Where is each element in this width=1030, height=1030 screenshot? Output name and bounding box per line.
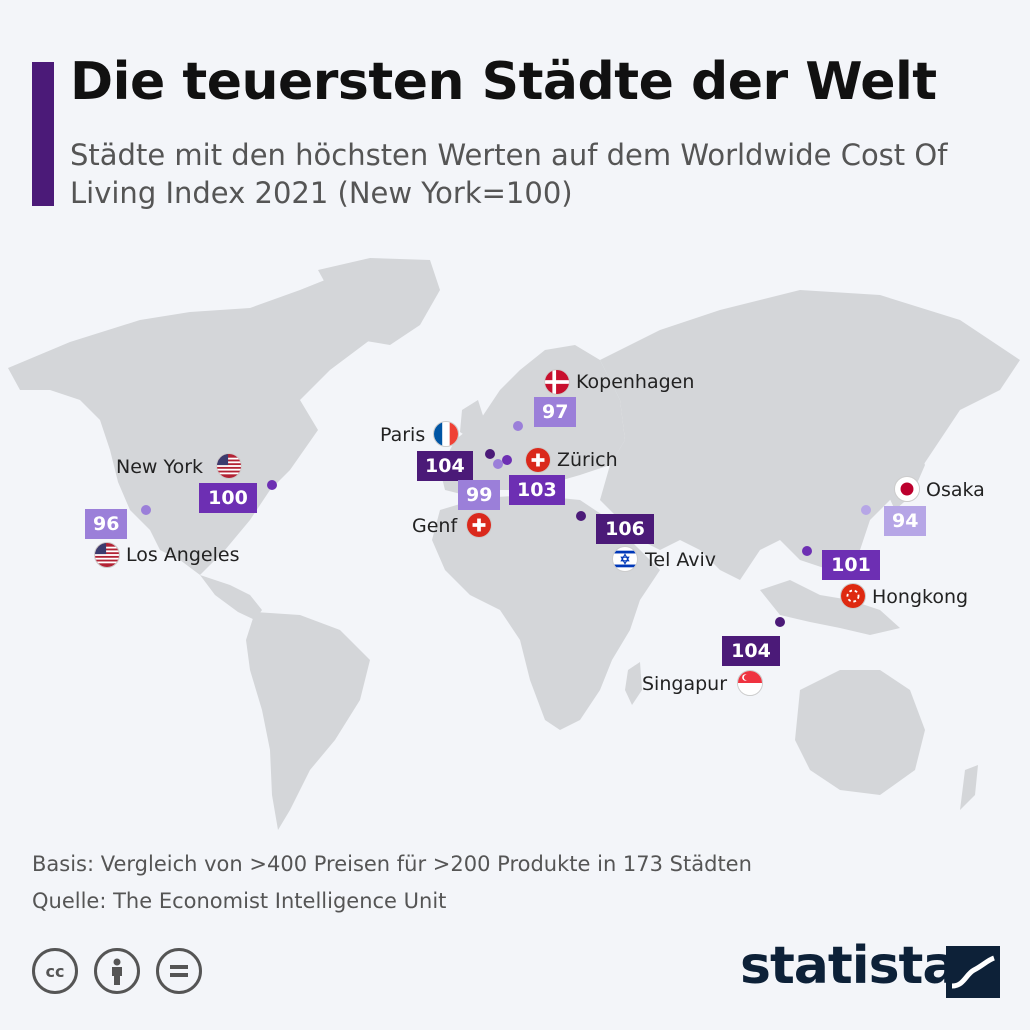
marker-tel-aviv <box>576 511 586 521</box>
asia-shape <box>600 290 1020 580</box>
value-osaka: 94 <box>884 506 927 536</box>
new-zealand-shape <box>960 765 978 810</box>
city-label-tel-aviv: Tel Aviv <box>645 549 717 571</box>
value-los-angeles: 96 <box>85 509 128 539</box>
city-label-kopenhagen: Kopenhagen <box>576 371 695 393</box>
value-tel-aviv: 106 <box>596 514 654 544</box>
value-paris: 104 <box>417 451 473 481</box>
page-title: Die teuersten Städte der Welt <box>70 52 937 112</box>
marker-paris <box>485 449 495 459</box>
noderivs-icon[interactable] <box>156 948 202 994</box>
singapore-flag-icon <box>737 670 763 696</box>
usa-flag-icon <box>216 453 242 479</box>
africa-shape <box>432 495 660 730</box>
cc-icon[interactable]: cc <box>32 948 78 994</box>
switzerland-flag-icon <box>466 512 492 538</box>
japan-flag-icon <box>894 476 920 502</box>
marker-singapur <box>775 617 785 627</box>
city-label-singapur: Singapur <box>642 673 727 695</box>
usa-flag-icon <box>94 542 120 568</box>
marker-los-angeles <box>141 505 151 515</box>
south-america-shape <box>246 612 370 830</box>
value-genf: 99 <box>458 480 501 510</box>
central-america-shape <box>200 575 262 620</box>
madagascar-shape <box>625 662 642 705</box>
israel-flag-icon <box>612 546 638 572</box>
hongkong-flag-icon <box>840 583 866 609</box>
southeast-asia-shape <box>760 580 900 635</box>
australia-shape <box>795 670 925 795</box>
svg-text:cc: cc <box>46 962 65 981</box>
value-singapur: 104 <box>722 636 780 666</box>
marker-hongkong <box>802 546 812 556</box>
greenland-shape <box>318 258 440 345</box>
north-america-shape <box>8 272 395 575</box>
value-kopenhagen: 97 <box>534 397 577 427</box>
footer-source: Quelle: The Economist Intelligence Unit <box>32 889 447 913</box>
marker-kopenhagen <box>513 421 523 431</box>
value-new-york: 100 <box>199 483 257 513</box>
france-flag-icon <box>433 421 459 447</box>
city-label-genf: Genf <box>412 515 458 537</box>
page-subtitle: Städte mit den höchsten Werten auf dem W… <box>70 138 948 210</box>
city-label-osaka: Osaka <box>926 479 985 501</box>
city-label-paris: Paris <box>380 424 426 446</box>
city-label-hongkong: Hongkong <box>872 586 969 608</box>
marker-new-york <box>267 480 277 490</box>
marker-zuerich <box>502 455 512 465</box>
marker-osaka <box>861 505 871 515</box>
statista-logo-icon <box>946 946 1000 998</box>
denmark-flag-icon <box>544 369 570 395</box>
city-label-zuerich: Zürich <box>557 449 618 471</box>
value-hongkong: 101 <box>822 550 880 580</box>
city-label-los-angeles: Los Angeles <box>126 544 240 566</box>
accent-bar <box>32 62 54 206</box>
footer-basis: Basis: Vergleich von >400 Preisen für >2… <box>32 852 752 876</box>
statista-logo-text: statista <box>740 936 957 996</box>
marker-genf <box>493 459 503 469</box>
switzerland-flag-icon <box>525 447 551 473</box>
city-label-new-york: New York <box>116 456 204 478</box>
uk-shape <box>460 400 485 440</box>
value-zuerich: 103 <box>509 475 565 505</box>
attribution-icon[interactable] <box>94 948 140 994</box>
